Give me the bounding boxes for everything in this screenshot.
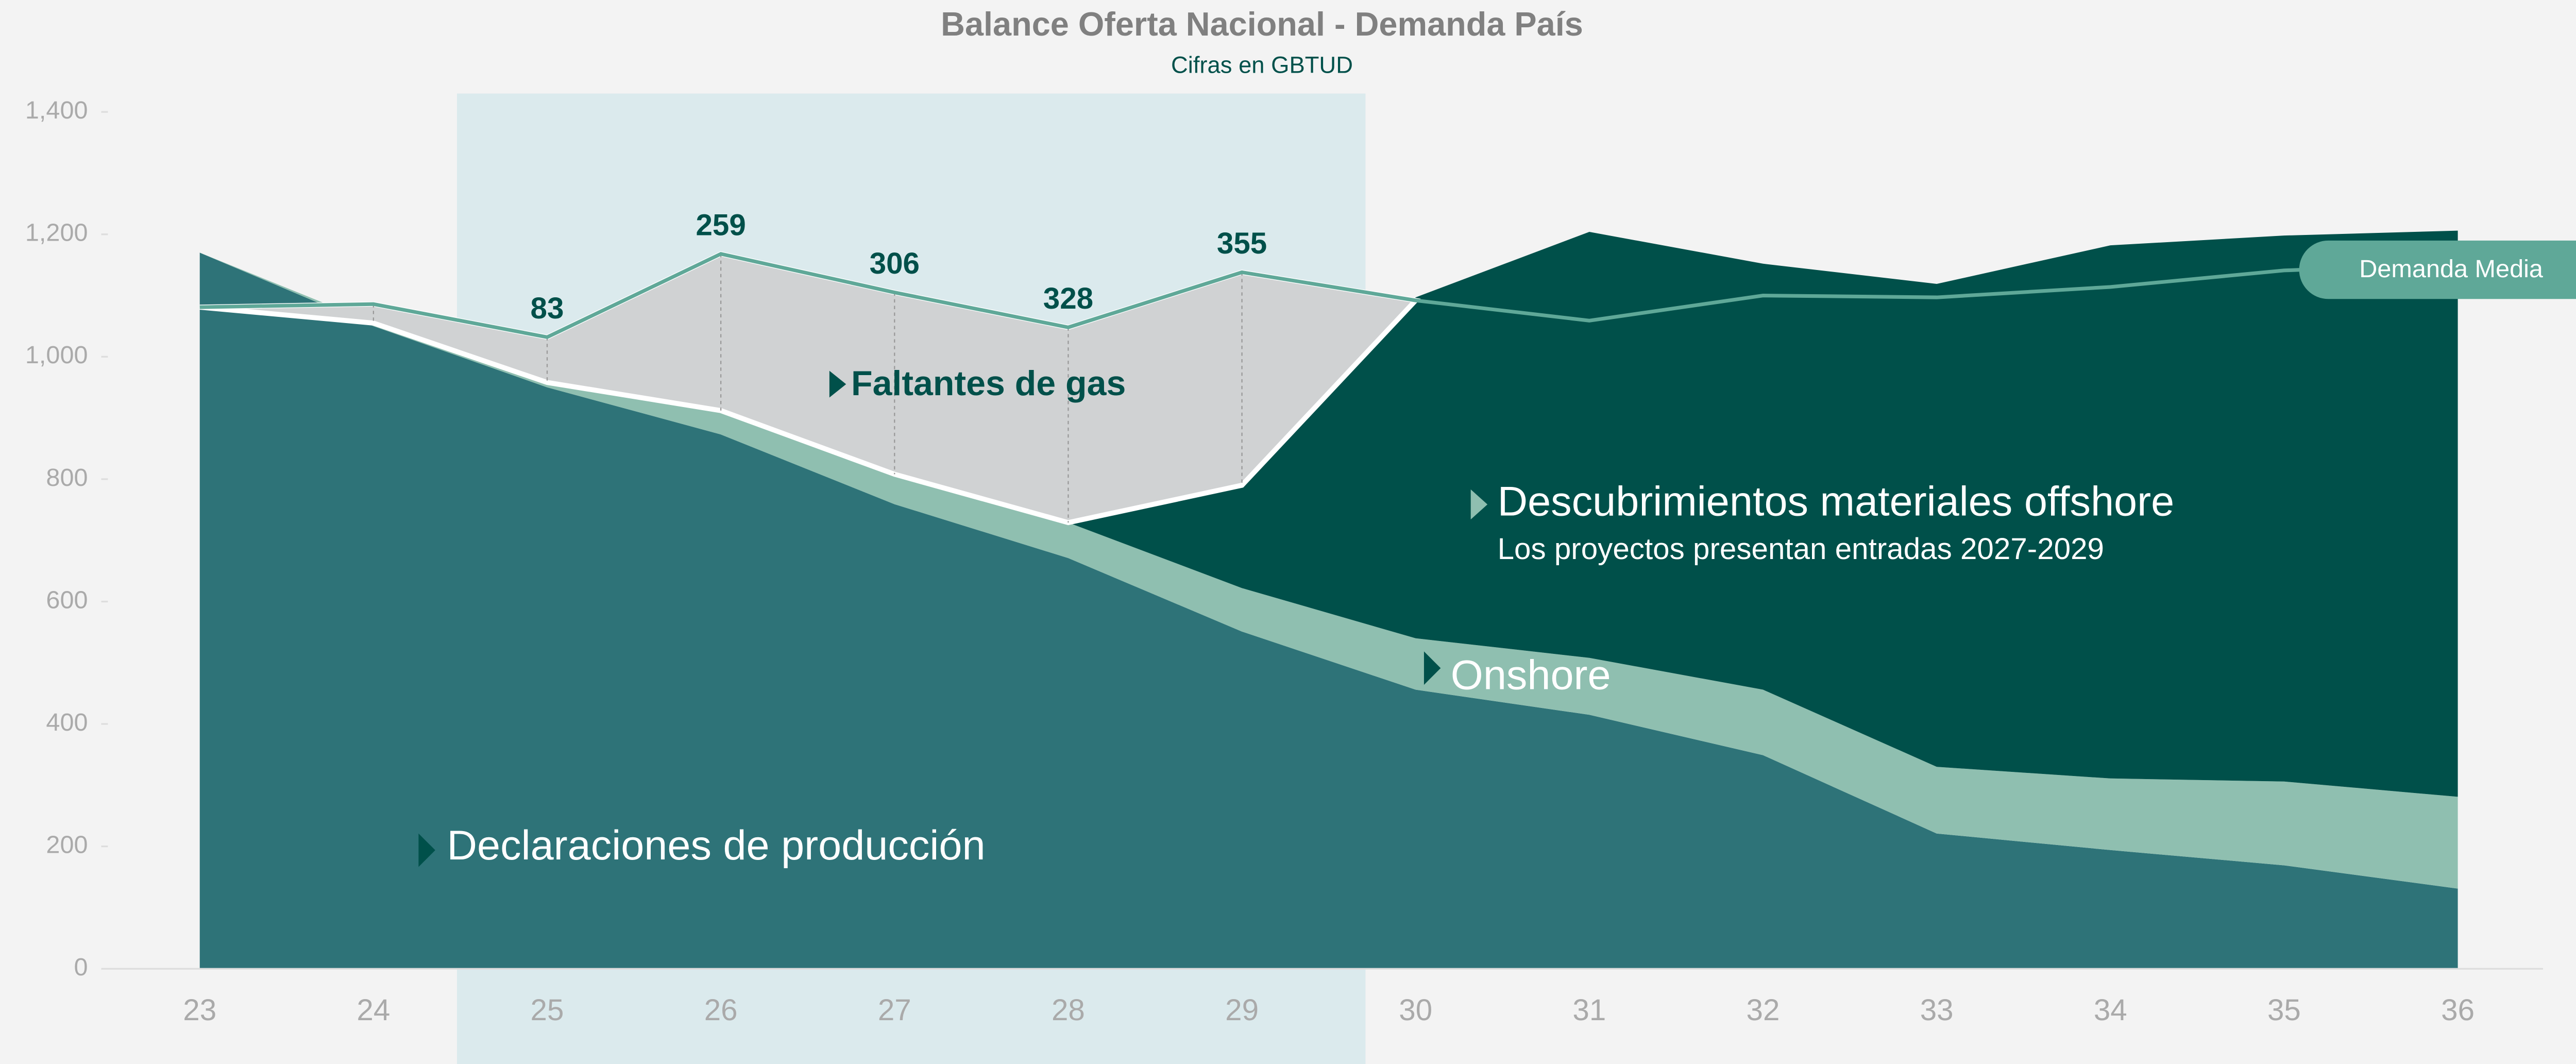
y-tick-label: 1,200 (25, 219, 88, 247)
x-tick-label: 36 (2441, 993, 2475, 1027)
area (199, 230, 2458, 797)
area (199, 252, 2458, 889)
x-tick-label: 31 (1572, 993, 1606, 1027)
x-tick-label: 29 (1225, 993, 1259, 1027)
labels: Faltantes de gas Descubrimientos materia… (418, 240, 2576, 869)
y-tick-label: 600 (46, 586, 88, 614)
y-tick-label: 800 (46, 464, 88, 492)
x-tick-label: 32 (1747, 993, 1780, 1027)
y-tick-label: 200 (46, 831, 88, 858)
area (199, 252, 2458, 969)
x-tick-label: 30 (1399, 993, 1432, 1027)
series-note: Los proyectos presentan entradas 2027-20… (1498, 532, 2104, 566)
series-label: Declaraciones de producción (447, 822, 986, 869)
arrow (418, 833, 435, 867)
data-label: 306 (870, 247, 920, 280)
x-tick-label: 25 (531, 993, 564, 1027)
x-tick-label: 33 (1920, 993, 1954, 1027)
data-label: 355 (1217, 227, 1267, 260)
legend-label: Demanda Media (2359, 255, 2544, 283)
y-tick-label: 1,000 (25, 341, 88, 369)
arrow (829, 370, 846, 398)
arrow (1470, 489, 1488, 520)
shortage-label: Faltantes de gas (851, 364, 1126, 403)
y-tick-label: 400 (46, 708, 88, 736)
x-tick-label: 23 (183, 993, 216, 1027)
series-label: Descubrimientos materiales offshore (1498, 478, 2175, 525)
line (199, 252, 2458, 340)
x-tick-label: 26 (704, 993, 738, 1027)
arrow (1423, 651, 1441, 685)
series-label: Onshore (1451, 652, 1611, 699)
chart-title: Balance Oferta Nacional - Demanda País (941, 5, 1583, 43)
x-tick-label: 34 (2094, 993, 2127, 1027)
data-label: 328 (1043, 282, 1093, 315)
data-label: 83 (531, 292, 564, 325)
x-tick-label: 35 (2267, 993, 2301, 1027)
x-tick-label: 27 (878, 993, 911, 1027)
chart-subtitle: Cifras en GBTUD (1171, 52, 1353, 78)
data-label: 259 (696, 208, 745, 242)
x-tick-label: 28 (1052, 993, 1085, 1027)
y-tick-label: 1,400 (25, 96, 88, 124)
x-tick-label: 24 (357, 993, 390, 1027)
plot: 0 200 400 600 800 1,000 1,200 1,400 83 259 306 328 3… (25, 96, 2543, 1027)
y-tick-label: 0 (74, 953, 88, 981)
legend-pill (2299, 240, 2576, 299)
